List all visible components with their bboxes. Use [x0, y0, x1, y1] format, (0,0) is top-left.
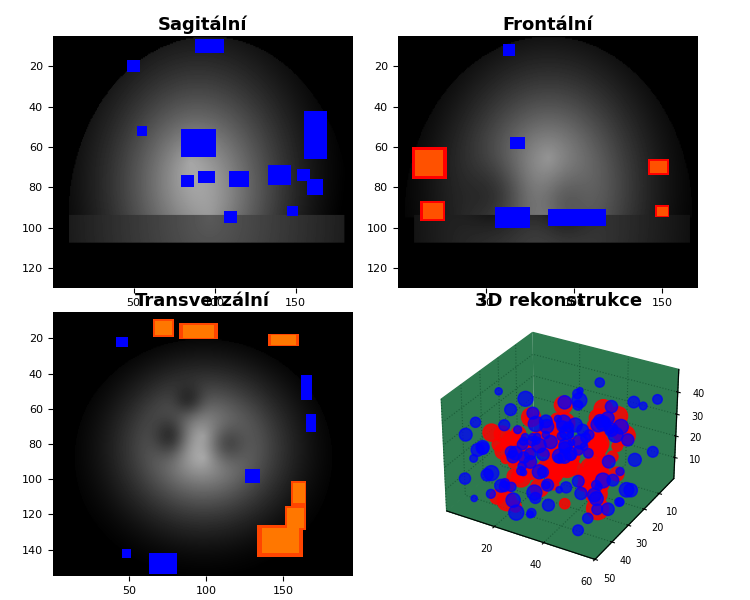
Bar	[122, 549, 131, 557]
Title: Sagitální: Sagitální	[158, 16, 248, 34]
Bar	[297, 169, 310, 181]
Bar	[503, 44, 515, 56]
Bar	[291, 481, 306, 506]
Bar	[656, 205, 669, 217]
Bar	[224, 211, 237, 223]
Bar	[301, 376, 312, 400]
Bar	[136, 126, 146, 136]
Bar	[195, 39, 224, 53]
Bar	[421, 202, 446, 221]
Bar	[511, 137, 524, 149]
Bar	[412, 147, 447, 179]
Bar	[257, 525, 303, 557]
Bar	[271, 335, 296, 345]
Bar	[648, 159, 669, 175]
Title: 3D rekonstrukce: 3D rekonstrukce	[476, 292, 642, 310]
Bar	[244, 469, 260, 483]
Bar	[179, 323, 218, 339]
Bar	[152, 319, 174, 337]
Bar	[578, 209, 606, 226]
Bar	[286, 206, 298, 217]
Bar	[423, 203, 442, 220]
Bar	[268, 334, 298, 346]
Bar	[154, 321, 172, 335]
Bar	[650, 161, 668, 173]
Bar	[181, 175, 194, 187]
Bar	[116, 337, 128, 347]
Bar	[183, 325, 214, 338]
Bar	[306, 414, 316, 431]
Bar	[656, 206, 668, 216]
Title: Transverzální: Transverzální	[135, 292, 270, 310]
Bar	[127, 60, 140, 72]
Bar	[230, 171, 249, 187]
Bar	[304, 110, 326, 159]
Bar	[268, 165, 291, 185]
Bar	[262, 528, 299, 553]
Title: Frontální: Frontální	[503, 16, 592, 34]
Bar	[494, 208, 530, 227]
Bar	[548, 209, 583, 226]
Bar	[416, 150, 443, 176]
Bar	[285, 506, 306, 530]
Bar	[307, 179, 323, 195]
Bar	[199, 171, 214, 183]
Bar	[287, 508, 304, 528]
Bar	[149, 553, 177, 574]
Bar	[181, 129, 216, 157]
Bar	[292, 484, 304, 503]
